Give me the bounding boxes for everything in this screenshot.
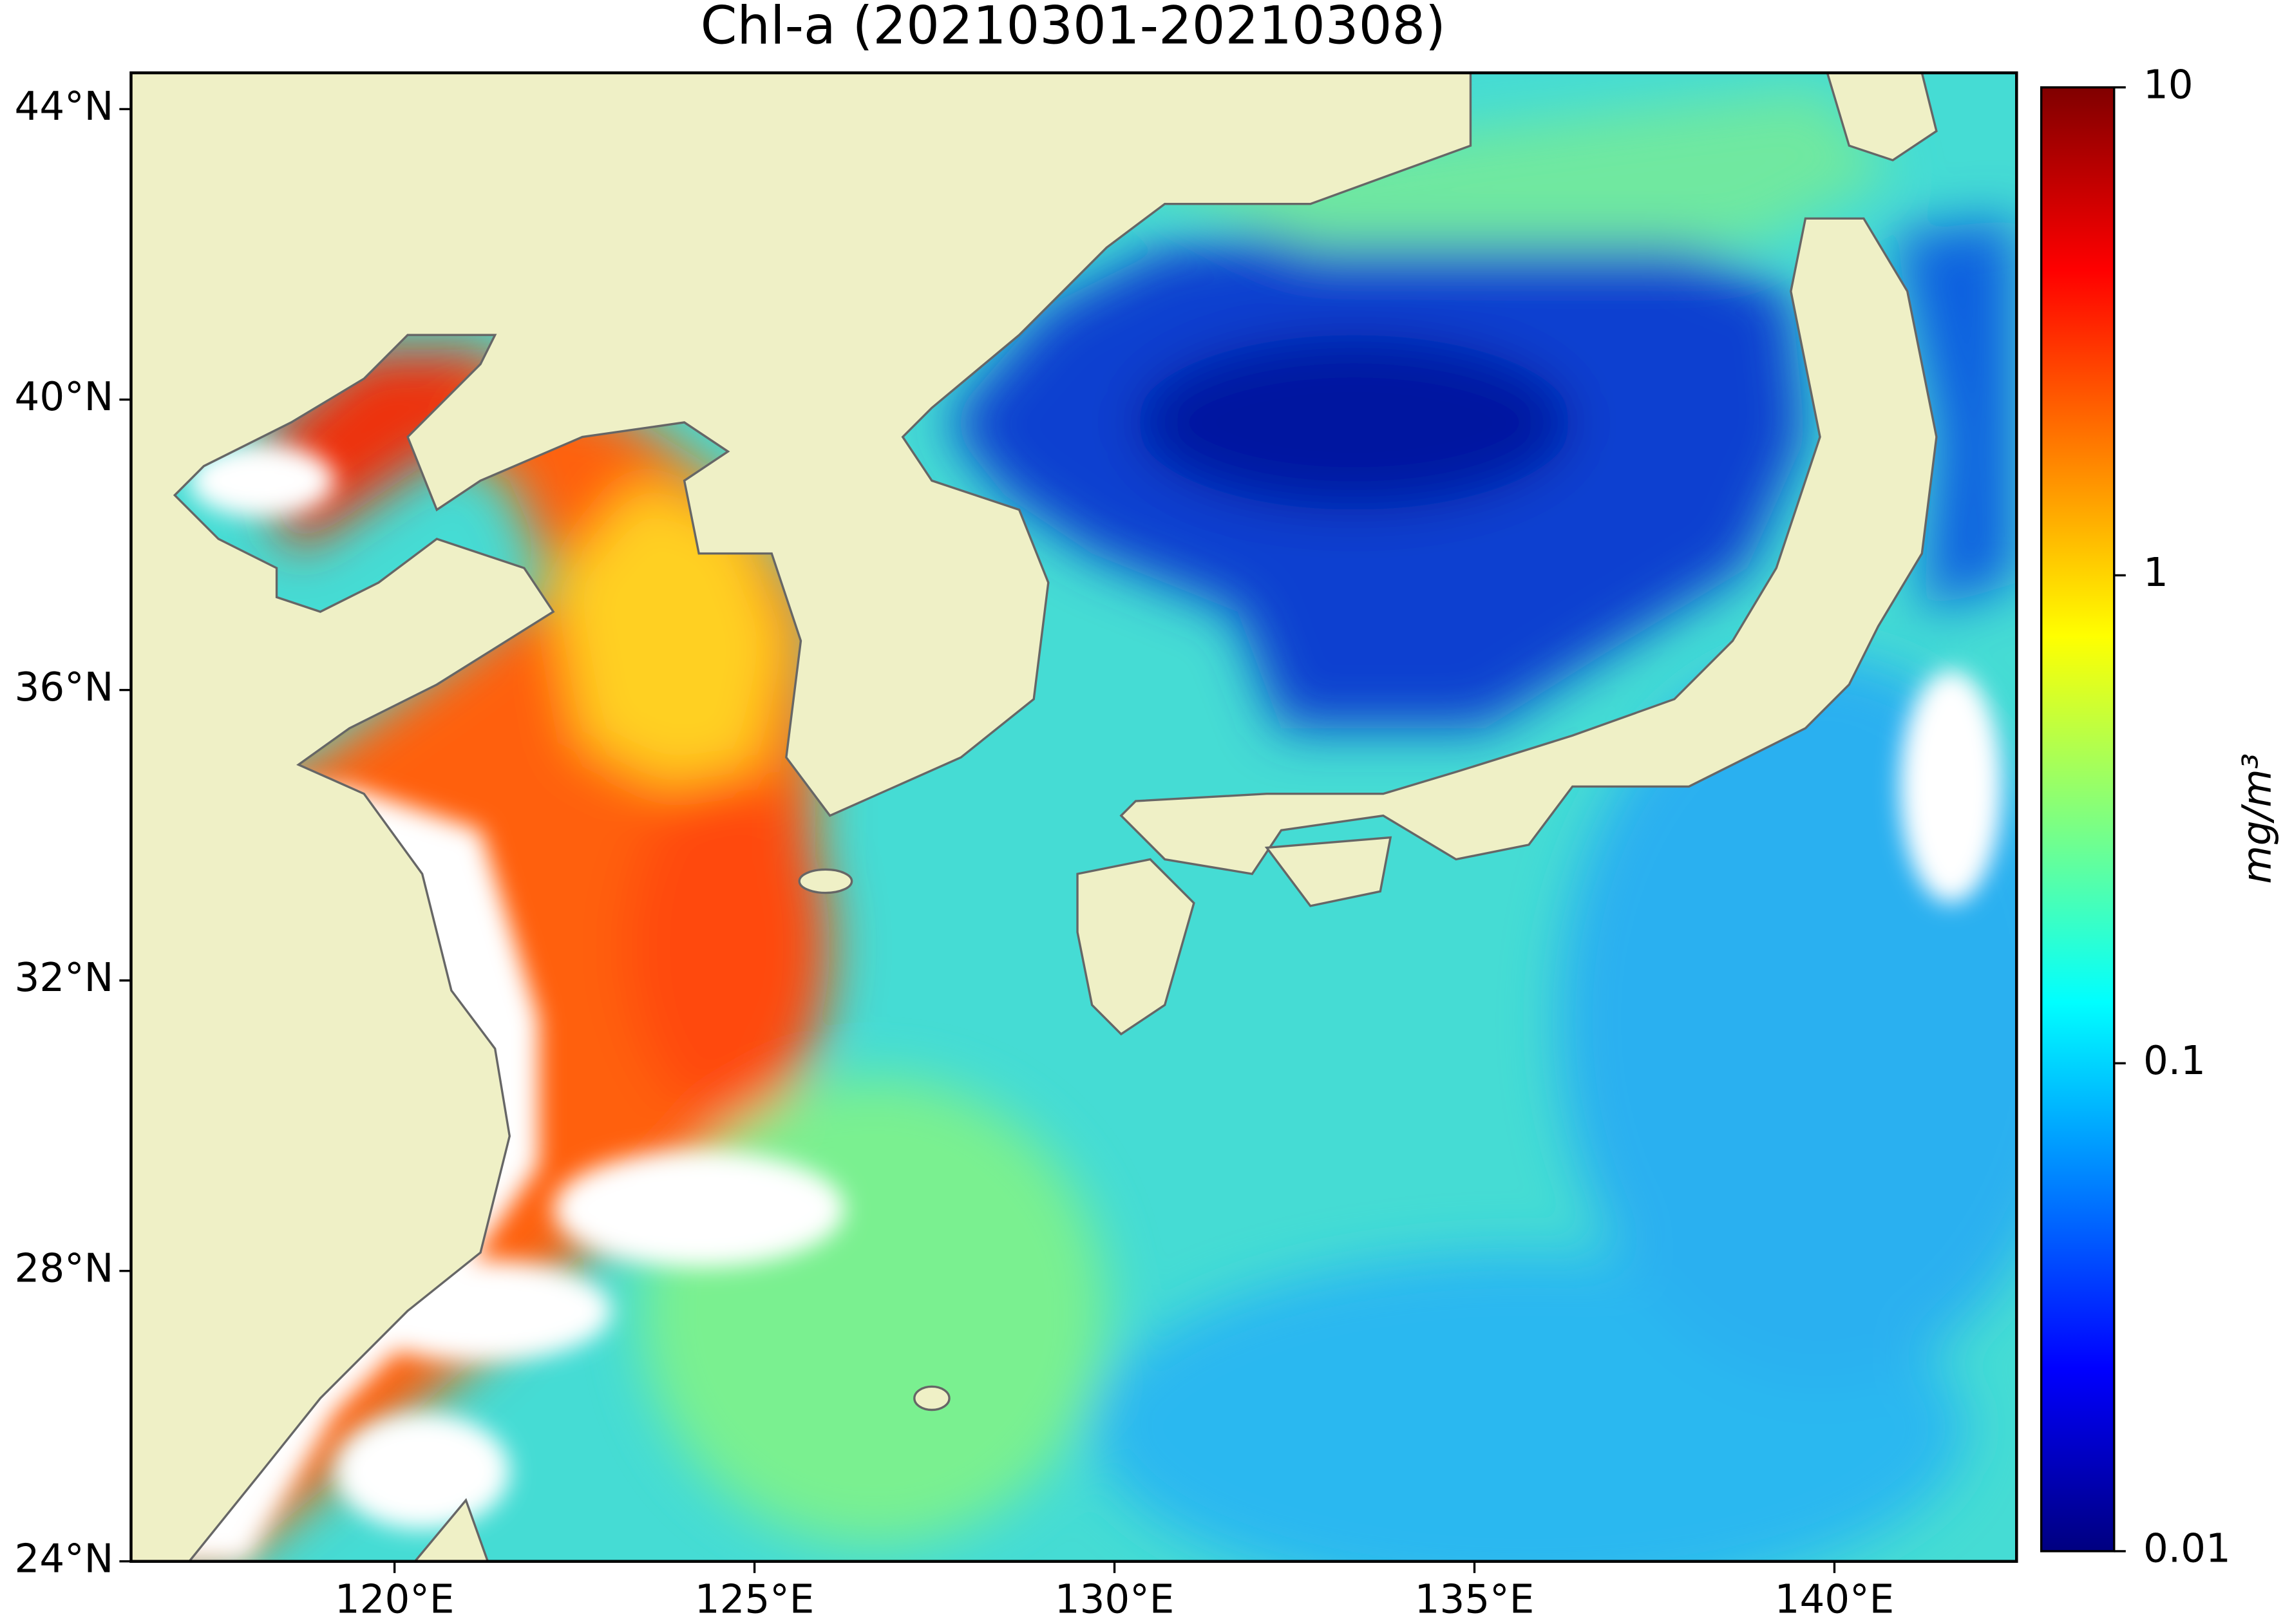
colorbar-tick-label: 0.01: [2143, 1525, 2231, 1571]
map-frame: [129, 71, 2018, 1563]
land-honshu: [1119, 217, 1938, 875]
x-tick-label: 120°E: [335, 1577, 455, 1623]
land-jeju: [798, 868, 853, 894]
x-tick-label: 130°E: [1055, 1577, 1175, 1623]
land-shikoku: [1264, 836, 1392, 907]
colorbar: [2040, 86, 2116, 1553]
y-tick-label: 28°N: [15, 1245, 114, 1291]
colorbar-tick-label: 10: [2143, 62, 2193, 108]
map: [131, 73, 2017, 1562]
land-okinawa: [913, 1385, 951, 1412]
y-tick-label: 24°N: [15, 1536, 114, 1582]
y-tick-label: 32°N: [15, 955, 114, 1001]
map-title: Chl-a (20210301-20210308): [701, 0, 1446, 57]
x-tick-label: 125°E: [695, 1577, 815, 1623]
colorbar-tick-label: 0.1: [2143, 1038, 2206, 1084]
y-tick-label: 36°N: [15, 665, 114, 710]
land-hokkaido: [1826, 73, 1938, 162]
y-tick-label: 40°N: [15, 374, 114, 420]
land-kyushu: [1076, 858, 1195, 1036]
land-taiwan: [413, 1498, 489, 1562]
land-asia: [131, 73, 1472, 1562]
x-tick-label: 135°E: [1415, 1577, 1535, 1623]
y-tick-label: 44°N: [15, 84, 114, 129]
colorbar-label: mg/m³: [2234, 753, 2280, 884]
x-tick-label: 140°E: [1775, 1577, 1895, 1623]
colorbar-tick-label: 1: [2143, 550, 2168, 596]
